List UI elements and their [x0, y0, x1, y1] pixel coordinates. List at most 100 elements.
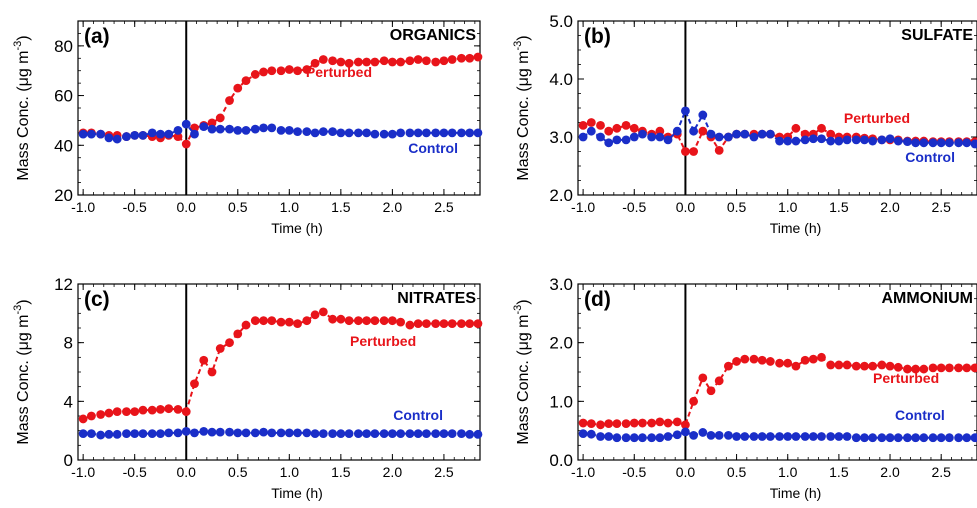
data-point	[405, 128, 415, 138]
data-point	[826, 129, 836, 139]
data-point	[791, 136, 801, 146]
data-point	[96, 410, 106, 419]
data-point	[578, 132, 588, 142]
series-label: Control	[393, 407, 443, 423]
y-tick-label: 20	[54, 186, 73, 205]
data-point	[207, 367, 217, 377]
data-point	[629, 418, 639, 428]
data-point	[473, 429, 483, 439]
data-point	[954, 138, 963, 148]
x-tick-label: 2.5	[434, 464, 454, 480]
data-point	[638, 129, 647, 139]
data-point	[893, 136, 903, 146]
data-point	[439, 128, 449, 138]
data-point	[954, 363, 963, 373]
data-point	[749, 432, 759, 441]
data-point	[621, 135, 631, 145]
data-point	[928, 433, 938, 443]
x-axis-label: Time (h)	[770, 485, 822, 501]
y-tick-label: 40	[54, 136, 73, 155]
data-point	[808, 432, 818, 441]
data-point	[689, 396, 699, 406]
data-point	[681, 427, 690, 437]
series-label: Control	[895, 407, 945, 423]
data-point	[336, 128, 346, 138]
data-point	[336, 57, 346, 67]
y-axis-label-exponent: -3	[12, 305, 24, 315]
data-point	[868, 136, 878, 146]
data-point	[586, 429, 596, 439]
data-point	[138, 130, 148, 140]
data-point	[199, 122, 209, 132]
data-point	[387, 57, 397, 67]
data-point	[78, 414, 88, 424]
x-tick-label: 2.0	[880, 199, 900, 215]
x-tick-label: 2.0	[383, 199, 403, 215]
data-point	[370, 57, 380, 67]
data-point	[860, 433, 869, 443]
data-point	[791, 123, 801, 133]
data-point	[293, 66, 302, 76]
data-point	[250, 316, 260, 326]
data-point	[447, 429, 457, 438]
data-point	[344, 128, 354, 138]
y-tick-label: 60	[54, 87, 73, 106]
data-point	[104, 429, 114, 439]
data-point	[621, 419, 631, 429]
data-point	[379, 129, 389, 139]
data-point	[284, 125, 294, 135]
data-point	[457, 319, 466, 328]
data-point	[791, 432, 801, 441]
chart-title: NITRATES	[397, 290, 476, 307]
x-tick-label: 1.5	[829, 199, 849, 215]
x-tick-label: -0.5	[622, 199, 646, 215]
x-tick-label: 0.5	[228, 464, 248, 480]
data-point	[181, 119, 191, 129]
data-point	[647, 418, 657, 428]
data-point	[241, 320, 251, 330]
data-point	[655, 132, 665, 142]
data-point	[318, 429, 328, 438]
data-point	[302, 127, 312, 137]
data-point	[156, 129, 165, 139]
data-point	[928, 138, 938, 148]
data-point	[138, 429, 148, 438]
data-point	[396, 317, 406, 327]
data-point	[362, 429, 372, 438]
x-tick-label: -0.5	[622, 464, 646, 480]
data-point	[431, 429, 441, 438]
data-point	[842, 360, 852, 370]
data-point	[868, 433, 878, 443]
data-point	[970, 139, 977, 149]
data-point	[259, 427, 268, 437]
data-point	[96, 430, 106, 440]
y-axis-label-text: Mass Conc. (μg m	[515, 50, 532, 180]
data-point	[457, 128, 466, 138]
data-point	[604, 432, 614, 441]
data-point	[181, 427, 191, 436]
data-point	[276, 125, 286, 135]
data-point	[259, 316, 268, 326]
data-point	[842, 432, 852, 441]
data-point	[954, 433, 963, 443]
data-point	[868, 361, 878, 371]
data-point	[138, 405, 148, 415]
series-label: Perturbed	[873, 370, 939, 386]
data-point	[439, 429, 449, 438]
data-point	[663, 418, 673, 428]
data-point	[860, 135, 869, 145]
y-axis-label-close: )	[15, 35, 32, 40]
x-axis-label: Time (h)	[271, 485, 323, 501]
data-point	[706, 386, 716, 396]
series-label: Control	[408, 140, 458, 156]
y-axis-label: Mass Conc. (μg m-3)	[512, 35, 532, 180]
data-point	[936, 363, 946, 373]
data-point	[775, 358, 784, 368]
data-point	[596, 121, 605, 130]
data-point	[387, 429, 397, 438]
data-point	[173, 132, 183, 141]
series-perturbed	[78, 307, 483, 424]
data-point	[284, 65, 294, 74]
data-point	[284, 428, 294, 438]
data-point	[267, 66, 277, 76]
